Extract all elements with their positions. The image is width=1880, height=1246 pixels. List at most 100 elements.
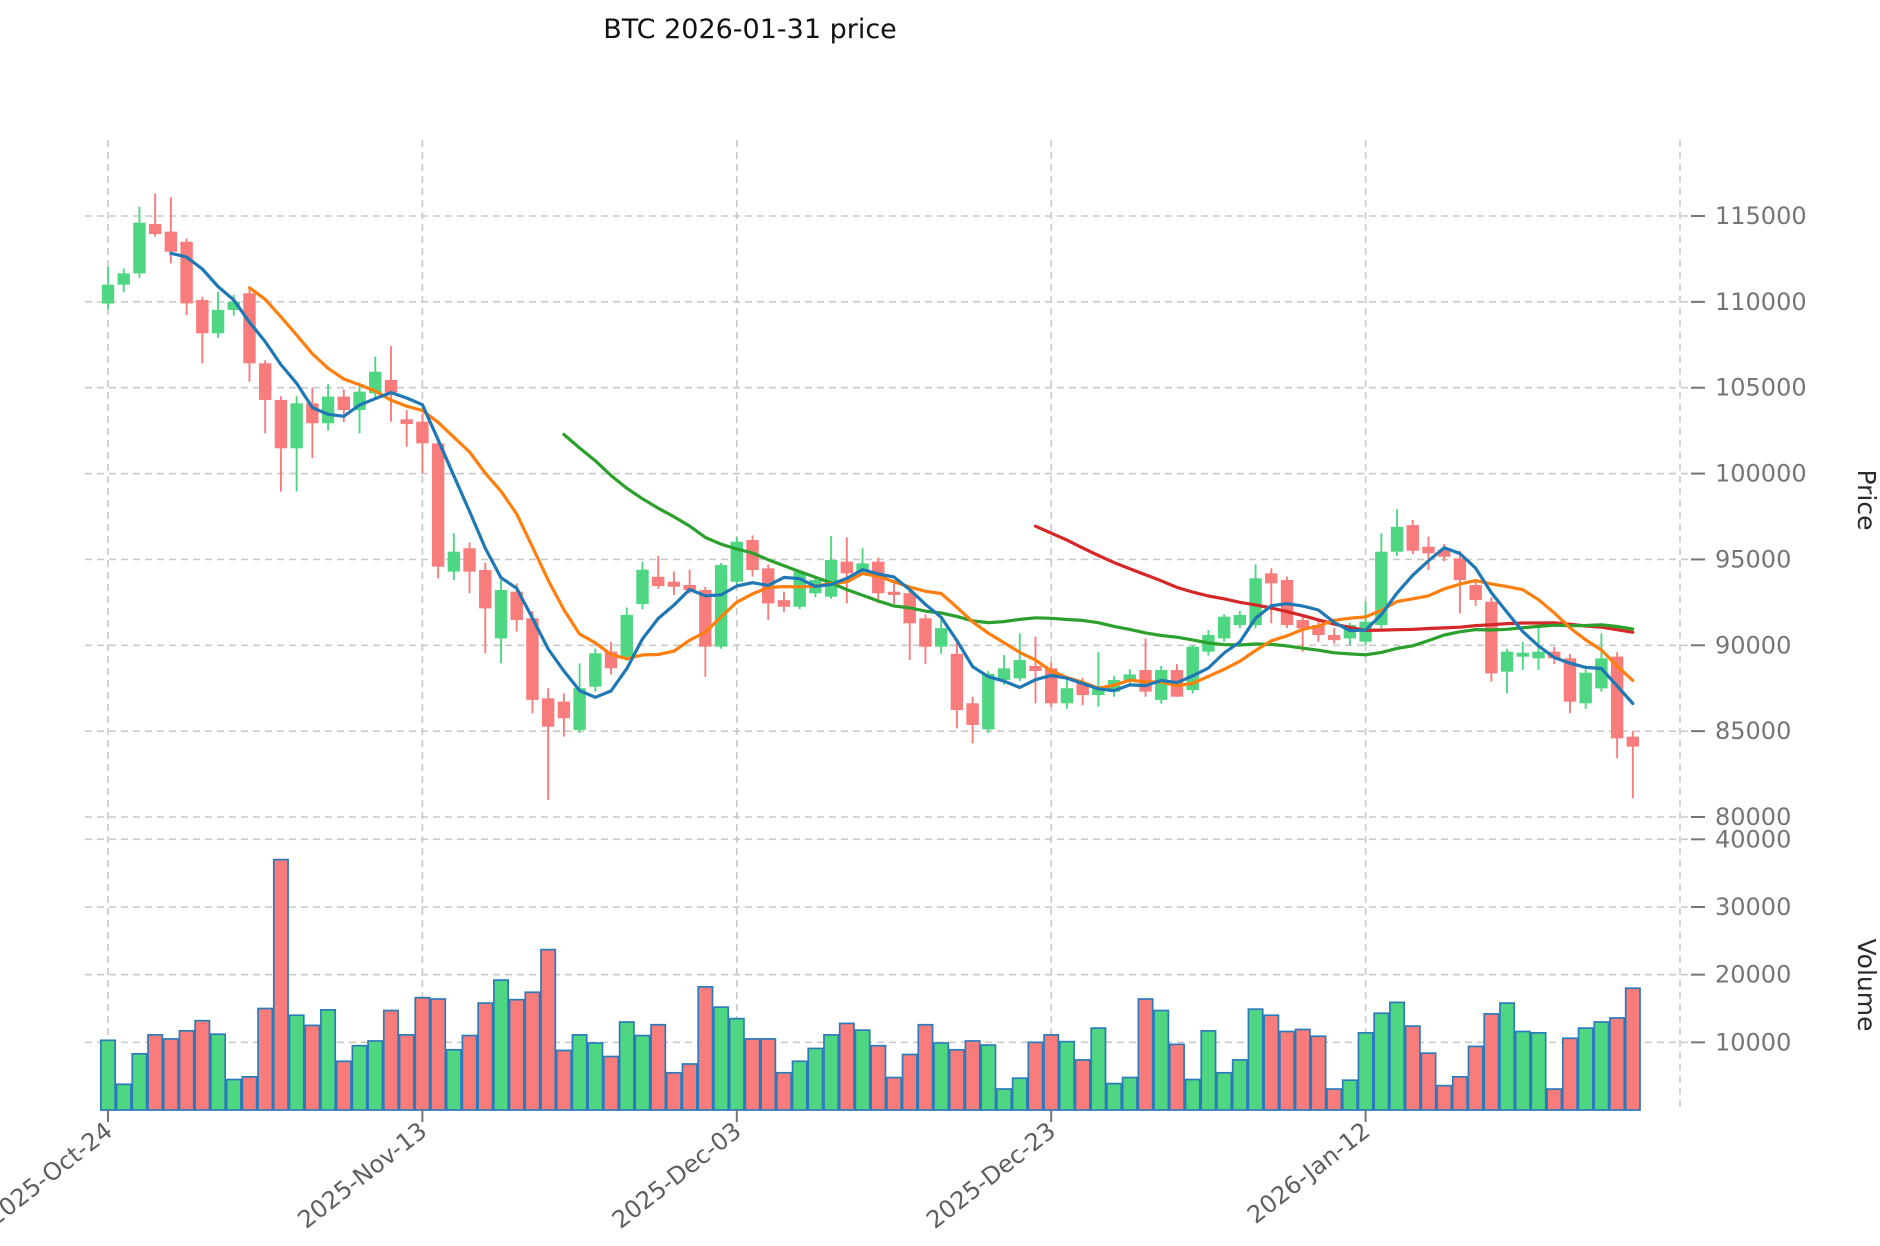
candle-body — [1500, 651, 1514, 672]
volume-bar — [147, 1034, 164, 1111]
volume-bar — [335, 1060, 352, 1111]
volume-bar — [367, 1040, 384, 1111]
volume-bar — [1357, 1032, 1374, 1111]
volume-axis-label: Volume — [1852, 939, 1880, 1032]
volume-bar — [650, 1023, 667, 1111]
candle-body — [1375, 551, 1388, 626]
candle-body — [1579, 672, 1592, 704]
candle-body — [1516, 652, 1529, 657]
candle-body — [447, 551, 461, 572]
volume-bar — [304, 1024, 321, 1111]
volume-bar — [99, 1039, 116, 1111]
chart-title: BTC 2026-01-31 price — [603, 14, 897, 45]
candle-body — [1626, 736, 1640, 747]
volume-bar — [1326, 1088, 1343, 1111]
candle-body — [463, 548, 476, 572]
volume-bar — [1404, 1025, 1421, 1111]
candle-body — [887, 591, 901, 595]
candle-body — [1438, 550, 1451, 557]
candle-body — [290, 403, 303, 449]
volume-bar — [571, 1034, 588, 1111]
volume-bar — [1153, 1009, 1170, 1111]
price-tick-label: 100000 — [1715, 460, 1807, 488]
candle-body — [180, 241, 193, 304]
volume-bar — [115, 1083, 132, 1111]
candle-body — [117, 273, 130, 285]
volume-bar — [1546, 1088, 1563, 1111]
volume-bar — [1011, 1077, 1028, 1111]
volume-bar — [1231, 1059, 1248, 1111]
volume-bars-layer — [99, 858, 1641, 1111]
candle-body — [1265, 573, 1278, 584]
volume-bar — [1106, 1082, 1123, 1111]
candle-body — [369, 371, 382, 394]
volume-bar — [1263, 1014, 1280, 1111]
candle-body — [1422, 546, 1435, 554]
candle-body — [321, 396, 335, 424]
volume-bar — [382, 1009, 399, 1111]
candle-body — [1532, 651, 1545, 659]
price-tick-label: 115000 — [1715, 202, 1807, 230]
volume-bar — [618, 1021, 635, 1111]
volume-bar — [838, 1022, 855, 1111]
candle-wicks-layer — [107, 193, 1634, 800]
candle-body — [133, 222, 146, 274]
candle-body — [259, 363, 272, 400]
volume-bar — [885, 1076, 902, 1111]
volume-bar — [1577, 1027, 1594, 1111]
candle-body — [1155, 670, 1168, 700]
volume-bar — [1499, 1002, 1516, 1111]
gridlines — [85, 140, 1695, 1110]
volume-bar — [1137, 998, 1154, 1111]
candle-body — [683, 585, 696, 590]
candle-body — [1123, 674, 1136, 681]
volume-bar — [1593, 1021, 1610, 1111]
price-tick-label: 105000 — [1715, 374, 1807, 402]
volume-bar — [241, 1075, 258, 1111]
volume-bar — [996, 1088, 1013, 1111]
candle-body — [1327, 634, 1341, 641]
volume-bar — [1624, 987, 1641, 1111]
price-tick-label: 80000 — [1715, 803, 1791, 831]
date-tick-label: 2025-Nov-13 — [293, 1117, 432, 1235]
sma5-line — [169, 251, 1635, 706]
candle-body — [1453, 558, 1467, 581]
moving-averages-layer — [169, 251, 1635, 706]
volume-bar — [1389, 1001, 1406, 1111]
volume-bar — [477, 1002, 494, 1111]
volume-bar — [1184, 1078, 1201, 1111]
volume-bar — [870, 1044, 887, 1111]
date-tick-label: 2026-Jan-12 — [1242, 1117, 1375, 1230]
candle-body — [196, 299, 209, 334]
candle-body — [384, 379, 398, 393]
price-tick-label: 95000 — [1715, 545, 1791, 573]
candle-body — [934, 628, 948, 647]
volume-bar — [1200, 1029, 1217, 1111]
candle-body — [1233, 615, 1247, 626]
volume-bar — [901, 1053, 918, 1111]
volume-bar — [1058, 1040, 1075, 1111]
candle-body — [541, 698, 555, 727]
volume-bar — [1436, 1084, 1453, 1111]
volume-bar — [697, 985, 714, 1111]
volume-tick-label: 10000 — [1715, 1028, 1791, 1056]
volume-bar — [854, 1029, 871, 1111]
candle-body — [337, 396, 350, 411]
volume-bar — [1561, 1037, 1578, 1111]
sma30-line — [562, 432, 1635, 657]
volume-bar — [194, 1019, 211, 1111]
candle-body — [1217, 616, 1231, 639]
volume-bar — [1483, 1013, 1500, 1111]
volume-bar — [1310, 1035, 1327, 1111]
candle-body — [620, 614, 633, 657]
volume-bar — [1530, 1032, 1547, 1111]
candle-body — [1563, 658, 1577, 702]
volume-bar — [728, 1017, 745, 1111]
volume-bar — [980, 1044, 997, 1111]
volume-bar — [917, 1023, 934, 1111]
volume-bar — [948, 1048, 965, 1111]
volume-bar — [1373, 1012, 1390, 1111]
candle-body — [699, 589, 712, 647]
